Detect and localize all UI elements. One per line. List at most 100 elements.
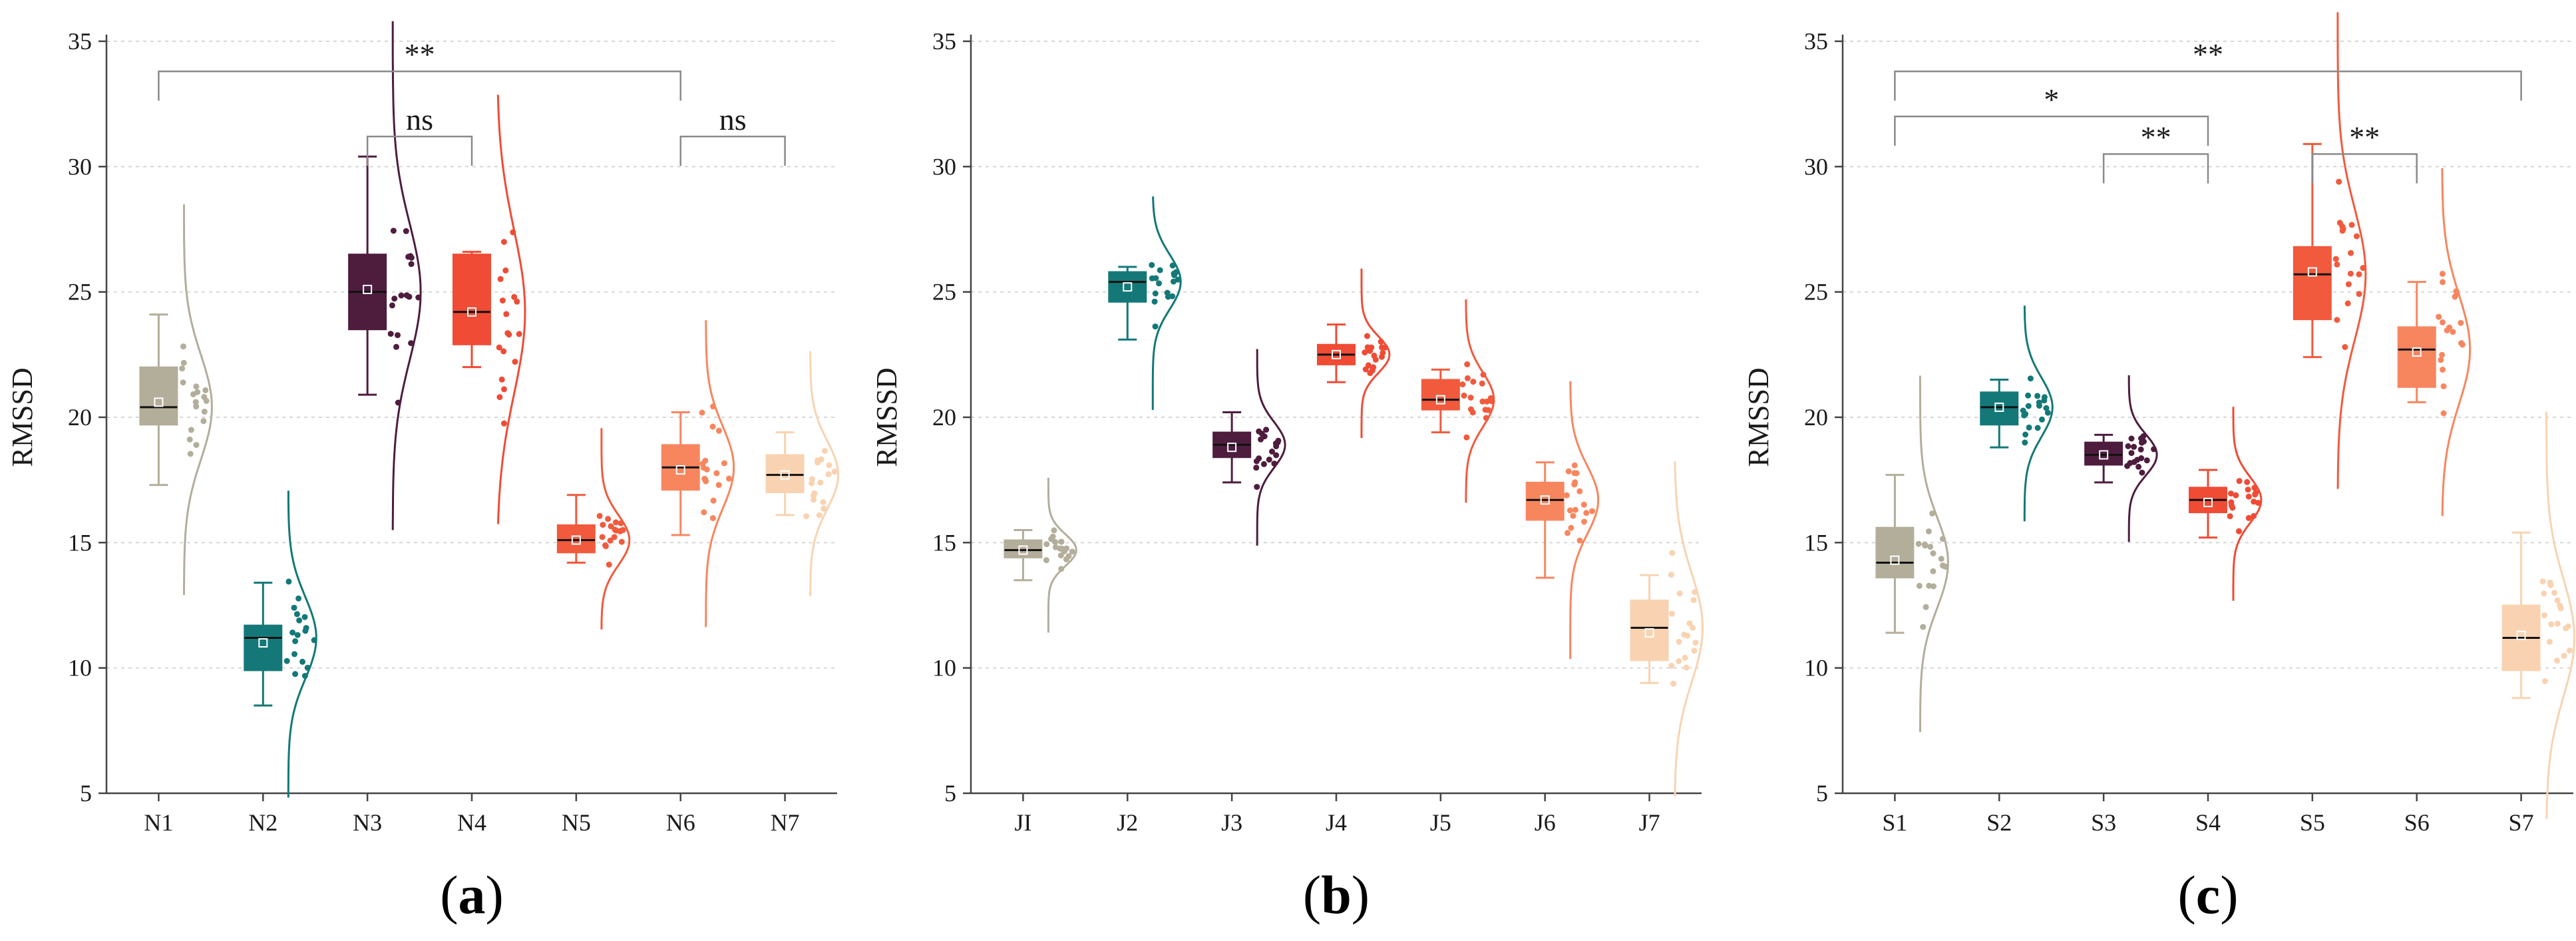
mean-marker — [2099, 450, 2109, 460]
data-point — [500, 348, 507, 355]
data-point — [2547, 582, 2554, 588]
data-point — [501, 420, 507, 427]
data-point — [202, 387, 209, 393]
data-point — [709, 423, 716, 430]
data-point — [193, 403, 200, 410]
data-point — [618, 538, 625, 545]
data-point — [1164, 289, 1171, 296]
box-group-S2 — [1980, 305, 2054, 522]
box-group-N6 — [661, 320, 735, 628]
data-point — [1572, 506, 1578, 513]
data-point — [2440, 410, 2447, 417]
box-group-S1 — [1875, 375, 1949, 733]
data-point — [398, 292, 405, 299]
data-point — [1065, 553, 1072, 560]
data-point — [2356, 271, 2362, 278]
x-tick-label: S5 — [2300, 809, 2325, 836]
data-point — [1589, 508, 1596, 514]
bracket-line — [158, 70, 681, 101]
data-point — [2125, 443, 2131, 449]
violin-curve — [809, 351, 840, 596]
y-tick-label: 10 — [68, 655, 92, 681]
data-point — [2342, 344, 2348, 350]
data-point — [1570, 512, 1576, 519]
chart-panel-a: 5 10 15 20 25 30 35 RMSSD N1 N2 N3 N4 N5 N6 N7 ** ns ns (a… — [6, 21, 840, 925]
data-point — [2436, 313, 2442, 320]
box-N7 — [765, 454, 805, 493]
significance-bracket: ** — [2311, 120, 2418, 184]
data-point — [408, 340, 415, 347]
x-tick-label: N6 — [666, 809, 695, 836]
y-axis-title: RMSSD — [1742, 367, 1775, 467]
mean-marker — [2203, 498, 2213, 508]
data-point — [497, 276, 504, 282]
y-tick-label: 15 — [1804, 529, 1828, 556]
violin-curve — [2023, 305, 2054, 522]
box-group-J2 — [1108, 196, 1182, 410]
mean-marker — [1018, 545, 1028, 555]
y-tick-label: 15 — [68, 529, 92, 556]
data-point — [1254, 484, 1260, 490]
data-point — [2348, 222, 2355, 228]
data-point — [1271, 461, 1278, 467]
data-point — [821, 448, 828, 455]
significance-label: ns — [719, 102, 747, 136]
data-point — [496, 344, 502, 351]
data-point — [605, 516, 612, 522]
data-point — [296, 617, 303, 624]
mean-marker — [2412, 347, 2422, 357]
data-point — [2236, 478, 2243, 484]
data-point — [193, 383, 200, 390]
significance-bracket: * — [1894, 83, 2209, 146]
data-point — [2554, 658, 2560, 664]
x-tick-label: N7 — [771, 809, 800, 836]
data-point — [2027, 375, 2034, 382]
data-point — [193, 442, 200, 449]
mean-marker — [258, 638, 268, 648]
data-point — [2551, 590, 2558, 596]
data-point — [2438, 357, 2444, 363]
data-point — [2563, 625, 2569, 632]
data-point — [821, 505, 827, 512]
data-point — [293, 611, 300, 618]
data-point — [2439, 351, 2446, 358]
mean-marker — [2307, 267, 2317, 277]
data-point — [1565, 468, 1572, 474]
significance-label: ** — [405, 37, 435, 71]
data-point — [2444, 327, 2450, 333]
box-group-S4 — [2189, 407, 2263, 601]
mean-marker — [2516, 630, 2526, 640]
data-point — [1682, 654, 1688, 661]
data-point — [2251, 513, 2257, 519]
data-point — [596, 512, 603, 519]
data-point — [606, 561, 612, 568]
data-point — [2440, 367, 2446, 373]
x-tick-label: S7 — [2509, 809, 2534, 836]
y-tick-label: 30 — [68, 153, 92, 180]
data-point — [1925, 528, 1932, 534]
data-point — [1690, 597, 1697, 604]
violin-curve — [2545, 411, 2576, 819]
data-point — [2347, 270, 2354, 277]
data-point — [511, 293, 518, 300]
box-J5 — [1421, 379, 1460, 411]
data-point — [180, 359, 187, 366]
data-point — [2131, 443, 2137, 450]
y-tick-label: 35 — [932, 28, 956, 55]
bracket-line — [2311, 153, 2418, 184]
data-point — [2548, 621, 2555, 628]
data-point — [292, 671, 299, 677]
data-point — [2128, 435, 2135, 442]
data-point — [395, 332, 401, 339]
data-point — [811, 496, 817, 503]
data-point — [1260, 461, 1267, 467]
box-N1 — [139, 366, 178, 426]
x-tick-label: J7 — [1639, 809, 1660, 836]
data-point — [1564, 530, 1570, 536]
data-point — [1273, 443, 1280, 450]
data-point — [2253, 489, 2259, 496]
data-point — [811, 492, 817, 499]
data-point — [715, 482, 722, 488]
x-tick-label: N4 — [457, 809, 486, 836]
significance-bracket: ns — [366, 102, 473, 166]
